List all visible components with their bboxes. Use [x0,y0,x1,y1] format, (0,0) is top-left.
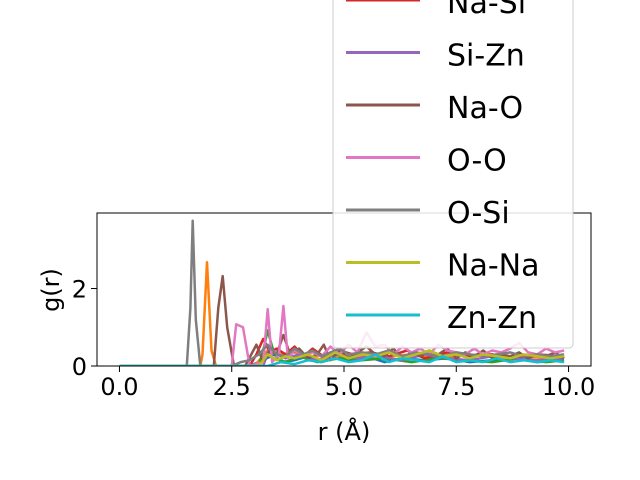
legend: Na-Si Si-Zn Na-O O-O O-Si Na-Na Zn-Zn [332,0,574,349]
legend-label: Na-O [447,91,523,126]
x-axis-label: r (Å) [318,417,371,446]
x-tick-label: 2.5 [213,373,251,401]
legend-box [332,0,574,349]
legend-label: Si-Zn [447,39,525,74]
y-tick-label: 2 [72,276,87,304]
series-line-zn-zn-9 [119,353,565,366]
x-axis: 0.0 2.5 5.0 7.5 10.0 [100,366,595,401]
x-tick-label: 7.5 [437,373,475,401]
series-line-o-si-7 [119,219,565,366]
legend-label: O-O [447,144,507,179]
series-layer [119,219,565,366]
y-tick-label: 0 [72,353,87,381]
y-axis-label: g(r) [37,268,65,312]
y-axis: 02 [72,276,97,381]
x-tick-label: 5.0 [325,373,363,401]
legend-label: Na-Si [447,0,526,21]
legend-label: Na-Na [447,249,539,284]
x-tick-label: 0.0 [100,373,138,401]
legend-label: Zn-Zn [447,301,537,336]
legend-label: O-Si [447,196,510,231]
series-line-na-na-8 [119,349,565,366]
x-tick-label: 10.0 [542,373,595,401]
